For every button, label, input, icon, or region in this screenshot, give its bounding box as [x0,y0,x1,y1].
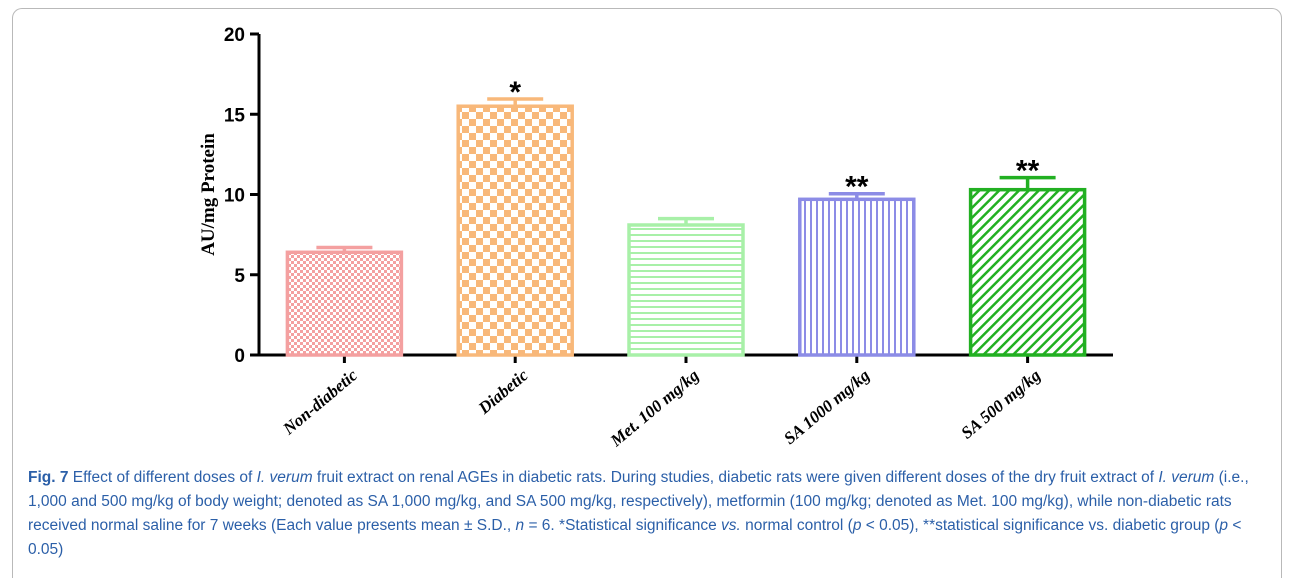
bar-diabetic [456,104,574,357]
caption-text-2: fruit extract on renal AGEs in diabetic … [312,469,1159,486]
figure-label: Fig. 7 [28,469,69,486]
significance-marker: ** [845,171,869,204]
x-category-label: SA 1000 mg/kg [780,365,874,448]
caption-p-var-1: p [852,517,862,534]
bar-sa-500-mg-kg [968,187,1087,357]
caption-vs: vs. [721,517,741,534]
y-axis-label: AU/mg Protein [198,133,219,256]
chart-labels: 0 5 10 15 20 AU/mg Protein Non-diabetic * Diabet… [198,25,1045,451]
x-category-label: Non-diabetic [279,365,362,439]
x-category-label: Diabetic [474,365,532,418]
caption-text-1: Effect of different doses of [68,469,257,486]
caption-text-7: < 0.05) [28,517,1242,558]
bar-non-diabetic [285,250,404,357]
figure-frame [12,8,1282,578]
figure-caption: Fig. 7 Effect of different doses of I. v… [28,466,1273,562]
caption-text-4: = 6. *Statistical significance [524,517,722,534]
caption-text-3: (i.e., 1,000 and 500 mg/kg of body weigh… [28,469,1249,534]
significance-marker: ** [1016,155,1040,188]
caption-text-5: normal control ( [740,517,853,534]
x-category-label: Met. 100 mg/kg [606,365,703,451]
caption-species-2: I. verum [1158,469,1215,486]
caption-n-var: n [515,517,525,534]
bar-sa-1000-mg-kg [798,197,916,357]
chart-bars [285,97,1087,357]
caption-text-6: < 0.05), **statistical significance vs. … [861,517,1220,534]
bar-met-100-mg-kg [627,223,745,357]
y-tick-label: 5 [234,266,245,287]
bar-chart: 0 5 10 15 20 AU/mg Protein Non-diabetic * Diabet… [198,25,1113,451]
y-tick-label: 10 [224,186,245,207]
x-category-label: SA 500 mg/kg [957,365,1044,442]
y-tick-label: 20 [224,25,245,46]
significance-marker: * [509,76,521,109]
caption-species-1: I. verum [256,469,313,486]
y-tick-label: 0 [234,346,245,367]
y-tick-label: 15 [224,105,246,126]
caption-p-var-2: p [1219,517,1229,534]
